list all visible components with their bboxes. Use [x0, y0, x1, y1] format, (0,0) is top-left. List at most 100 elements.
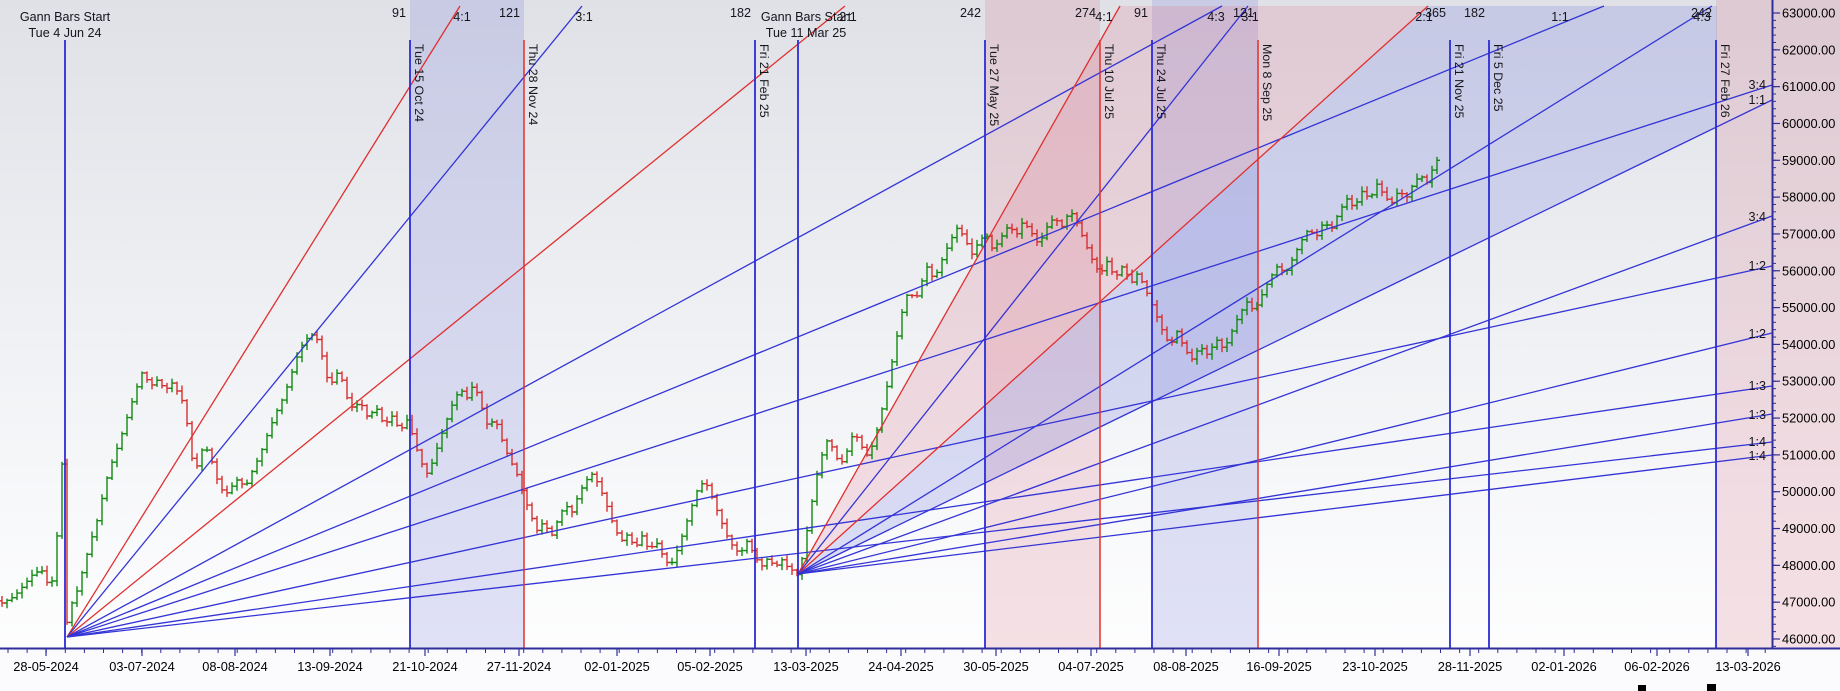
- time-axis-label[interactable]: 23-10-2025: [1342, 659, 1407, 674]
- gann-handle[interactable]: [1707, 684, 1716, 691]
- gann-band-blue: [410, 0, 524, 648]
- gann-fan-line-1:2[interactable]: [66, 265, 1773, 638]
- gann-start-title: Gann Bars Start: [760, 10, 852, 24]
- price-axis-label[interactable]: 49000.00: [1782, 521, 1835, 536]
- fan-ratio-label: 1:3: [1748, 379, 1766, 393]
- price-axis-label[interactable]: 57000.00: [1782, 226, 1835, 241]
- gann-fan-line-3:4[interactable]: [797, 215, 1773, 575]
- fan-ratio-label: 1:2: [1748, 259, 1766, 273]
- gann-start-date: Tue 4 Jun 24: [28, 26, 102, 40]
- price-axis-label[interactable]: 63000.00: [1782, 6, 1835, 21]
- gann-fan-line-1:4[interactable]: [797, 454, 1773, 575]
- gann-bars-start-label-2: Gann Bars Start Tue 11 Mar 25: [761, 9, 851, 41]
- gann-fan-line-4:3[interactable]: [66, 5, 1223, 638]
- bar-count-label: 274: [1075, 6, 1096, 20]
- gann-fan-line-1:3[interactable]: [66, 385, 1773, 638]
- time-axis-label[interactable]: 28-11-2025: [1438, 659, 1503, 674]
- time-axis-label[interactable]: 13-09-2024: [297, 659, 362, 674]
- fan-ratio-label: 1:2: [1748, 327, 1766, 341]
- time-axis-label[interactable]: 30-05-2025: [963, 659, 1028, 674]
- fan-ratio-label: 4:3: [1207, 10, 1225, 24]
- vline-date-label: Tue 27 May 25: [987, 44, 1001, 126]
- bar-count-label: 182: [730, 6, 751, 20]
- bar-count-label: 242: [1691, 6, 1712, 20]
- gann-handle[interactable]: [1638, 685, 1646, 691]
- gann-fan-line-4:1[interactable]: [797, 5, 1121, 575]
- price-axis-label[interactable]: 53000.00: [1782, 374, 1835, 389]
- gann-fan-line-1:4[interactable]: [66, 441, 1773, 638]
- time-axis-label[interactable]: 04-07-2025: [1058, 659, 1123, 674]
- price-axis-label[interactable]: 56000.00: [1782, 263, 1835, 278]
- gann-fan-line-1:1[interactable]: [66, 5, 1605, 638]
- time-axis-label[interactable]: 08-08-2024: [202, 659, 267, 674]
- gann-bars-start-label-1: Gann Bars Start Tue 4 Jun 24: [20, 9, 110, 41]
- gann-fan-line-1:3[interactable]: [797, 413, 1773, 575]
- price-axis-label[interactable]: 50000.00: [1782, 484, 1835, 499]
- bar-count-label: 121: [499, 6, 520, 20]
- time-axis-label[interactable]: 02-01-2026: [1531, 659, 1596, 674]
- vline-date-label: Fri 21 Feb 25: [757, 44, 771, 118]
- gann-fan-line-2:1[interactable]: [66, 5, 846, 638]
- fan-ratio-label: 4:1: [1095, 10, 1113, 24]
- gann-band-pink: [1716, 0, 1840, 648]
- time-axis-label[interactable]: 02-01-2025: [584, 659, 649, 674]
- price-axis-label[interactable]: 59000.00: [1782, 153, 1835, 168]
- gann-fan-mar-2025[interactable]: [797, 5, 1773, 575]
- time-axis-label[interactable]: 03-07-2024: [109, 659, 174, 674]
- vline-date-label: Thu 24 Jul 25: [1154, 44, 1168, 119]
- time-axis-label[interactable]: 13-03-2025: [773, 659, 838, 674]
- price-axis-label[interactable]: 48000.00: [1782, 558, 1835, 573]
- time-axis-label[interactable]: 27-11-2024: [487, 659, 552, 674]
- vline-date-label: Tue 15 Oct 24: [412, 44, 426, 122]
- bar-count-label: 121: [1233, 6, 1254, 20]
- time-axis-label[interactable]: 05-02-2025: [677, 659, 742, 674]
- gann-fan-line-1:1[interactable]: [797, 99, 1773, 575]
- price-axis-label[interactable]: 54000.00: [1782, 337, 1835, 352]
- vline-date-label: Fri 27 Feb 26: [1718, 44, 1732, 118]
- time-axis-label[interactable]: 08-08-2025: [1153, 659, 1218, 674]
- time-axis-label[interactable]: 16-09-2025: [1246, 659, 1311, 674]
- gann-tool-handles[interactable]: [1638, 684, 1716, 691]
- vline-date-label: Mon 8 Sep 25: [1260, 44, 1274, 121]
- price-axis-label[interactable]: 55000.00: [1782, 300, 1835, 315]
- ohlc-bars: [0, 156, 1440, 627]
- time-axis-label[interactable]: 21-10-2024: [392, 659, 457, 674]
- price-axis-label[interactable]: 62000.00: [1782, 42, 1835, 57]
- time-axis-label[interactable]: 13-03-2026: [1715, 659, 1780, 674]
- fan-ratio-label: 2:1: [839, 10, 857, 24]
- fan-ratio-label: 3:4: [1748, 78, 1766, 92]
- price-axis-label[interactable]: 52000.00: [1782, 411, 1835, 426]
- time-axis-label[interactable]: 06-02-2026: [1624, 659, 1689, 674]
- gann-fan-line-3:1[interactable]: [797, 5, 1249, 575]
- gann-vlines[interactable]: [64, 40, 1717, 648]
- price-axis-label[interactable]: 47000.00: [1782, 595, 1835, 610]
- fan-ratio-label: 4:3: [1693, 10, 1711, 24]
- gann-fan-line-3:4[interactable]: [66, 84, 1773, 638]
- price-axis-label[interactable]: 58000.00: [1782, 190, 1835, 205]
- gann-fan-line-3:1[interactable]: [66, 5, 583, 638]
- price-axis-label[interactable]: 61000.00: [1782, 79, 1835, 94]
- gann-fan-jun-2024[interactable]: [66, 5, 1773, 638]
- gann-start-title: Gann Bars Start: [19, 10, 111, 24]
- fan-ratio-label: 3:4: [1748, 210, 1766, 224]
- gann-fan-line-4:1[interactable]: [66, 5, 461, 638]
- vline-date-label: Thu 28 Nov 24: [526, 44, 540, 125]
- price-axis-label[interactable]: 51000.00: [1782, 447, 1835, 462]
- vline-date-label: Fri 5 Dec 25: [1491, 44, 1505, 112]
- fan-ratio-label: 3:1: [1241, 10, 1259, 24]
- fan-ratio-label: 4:1: [453, 10, 471, 24]
- bar-count-label: 242: [960, 6, 981, 20]
- gann-fan-line-4:3[interactable]: [797, 5, 1713, 575]
- gann-time-bands: [410, 0, 1840, 648]
- price-axis-label[interactable]: 60000.00: [1782, 116, 1835, 131]
- time-axis-label[interactable]: 24-04-2025: [868, 659, 933, 674]
- price-axis-label[interactable]: 46000.00: [1782, 632, 1835, 647]
- gann-fan-line-1:2[interactable]: [797, 332, 1773, 575]
- vline-date-label: Thu 10 Jul 25: [1102, 44, 1116, 119]
- time-axis-label[interactable]: 28-05-2024: [13, 659, 78, 674]
- gann-fan-line-2:1[interactable]: [797, 5, 1429, 575]
- bar-count-label: 91: [392, 6, 406, 20]
